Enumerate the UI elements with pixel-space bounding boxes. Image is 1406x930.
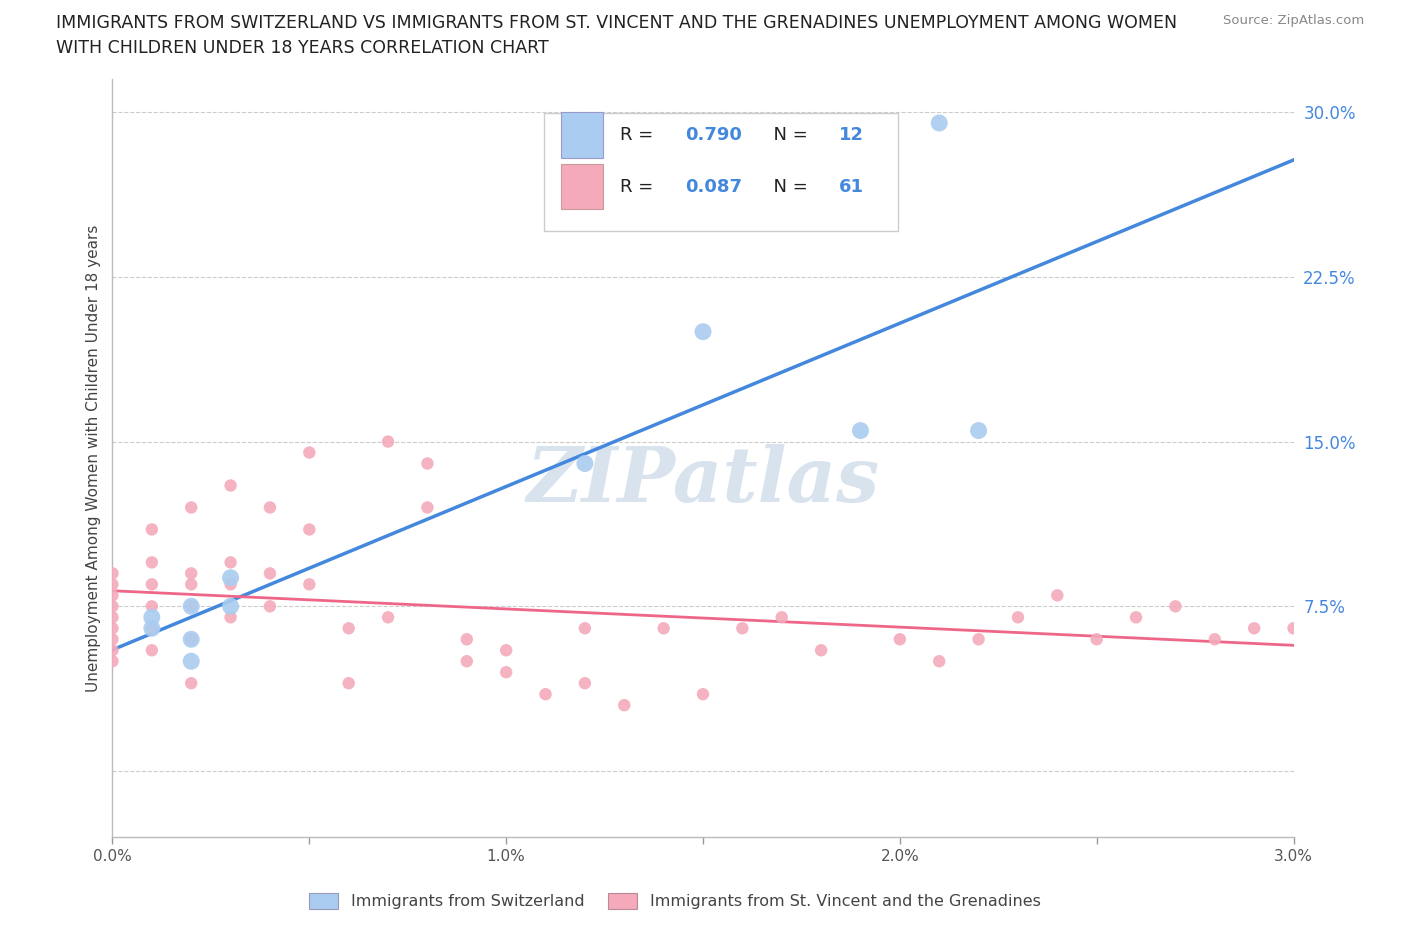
Text: 0.087: 0.087 (685, 178, 742, 195)
Text: R =: R = (620, 126, 659, 144)
Bar (561, 164, 603, 209)
Point (377, 434, 399, 449)
Point (219, 478, 242, 493)
Point (180, 676, 202, 691)
Text: ZIPatlas: ZIPatlas (526, 444, 880, 518)
Point (141, 643, 163, 658)
Point (495, 665, 517, 680)
Point (1046, 588, 1069, 603)
Point (219, 610, 242, 625)
Point (101, 566, 124, 581)
Text: R =: R = (620, 178, 659, 195)
Point (101, 610, 124, 625)
Point (180, 631, 202, 646)
Text: WITH CHILDREN UNDER 18 YEARS CORRELATION CHART: WITH CHILDREN UNDER 18 YEARS CORRELATION… (56, 39, 548, 57)
Point (456, 631, 478, 646)
Point (495, 643, 517, 658)
Point (967, 631, 990, 646)
Point (337, 621, 360, 636)
Point (613, 698, 636, 712)
Point (141, 577, 163, 591)
Point (731, 621, 754, 636)
Point (180, 599, 202, 614)
Point (1204, 631, 1226, 646)
Point (219, 555, 242, 570)
Point (180, 500, 202, 515)
Point (101, 577, 124, 591)
Point (1282, 621, 1305, 636)
Point (101, 654, 124, 669)
Point (534, 686, 557, 701)
Point (219, 577, 242, 591)
Point (141, 621, 163, 636)
Point (770, 610, 793, 625)
Point (574, 456, 596, 471)
Point (180, 577, 202, 591)
Text: 12: 12 (839, 126, 863, 144)
Point (967, 423, 990, 438)
Point (141, 599, 163, 614)
Point (337, 676, 360, 691)
Point (456, 654, 478, 669)
Point (101, 621, 124, 636)
Point (928, 115, 950, 130)
Point (259, 599, 281, 614)
Point (928, 654, 950, 669)
Text: N =: N = (762, 126, 814, 144)
Text: 0.790: 0.790 (685, 126, 742, 144)
Point (298, 577, 321, 591)
Point (101, 643, 124, 658)
Point (1007, 610, 1029, 625)
Point (849, 423, 872, 438)
Point (101, 599, 124, 614)
Point (416, 456, 439, 471)
Point (574, 676, 596, 691)
Bar (544, 113, 898, 231)
Point (180, 654, 202, 669)
Point (141, 610, 163, 625)
Legend: Immigrants from Switzerland, Immigrants from St. Vincent and the Grenadines: Immigrants from Switzerland, Immigrants … (301, 884, 1049, 917)
Text: IMMIGRANTS FROM SWITZERLAND VS IMMIGRANTS FROM ST. VINCENT AND THE GRENADINES UN: IMMIGRANTS FROM SWITZERLAND VS IMMIGRANT… (56, 14, 1177, 32)
Point (259, 566, 281, 581)
Point (219, 599, 242, 614)
Text: Source: ZipAtlas.com: Source: ZipAtlas.com (1223, 14, 1364, 27)
Point (298, 445, 321, 460)
Point (692, 686, 714, 701)
Point (259, 500, 281, 515)
Y-axis label: Unemployment Among Women with Children Under 18 years: Unemployment Among Women with Children U… (86, 224, 101, 692)
Point (141, 621, 163, 636)
Point (1085, 631, 1108, 646)
Point (652, 621, 675, 636)
Point (180, 631, 202, 646)
Point (692, 325, 714, 339)
Point (101, 588, 124, 603)
Point (101, 631, 124, 646)
Point (416, 500, 439, 515)
Point (141, 555, 163, 570)
Point (574, 621, 596, 636)
Text: N =: N = (762, 178, 814, 195)
Point (810, 643, 832, 658)
Text: 61: 61 (839, 178, 863, 195)
Point (180, 599, 202, 614)
Point (180, 566, 202, 581)
Point (1125, 610, 1147, 625)
Bar (561, 113, 603, 158)
Point (889, 631, 911, 646)
Point (141, 522, 163, 537)
Point (1243, 621, 1265, 636)
Point (219, 570, 242, 585)
Point (298, 522, 321, 537)
Point (1164, 599, 1187, 614)
Point (377, 610, 399, 625)
